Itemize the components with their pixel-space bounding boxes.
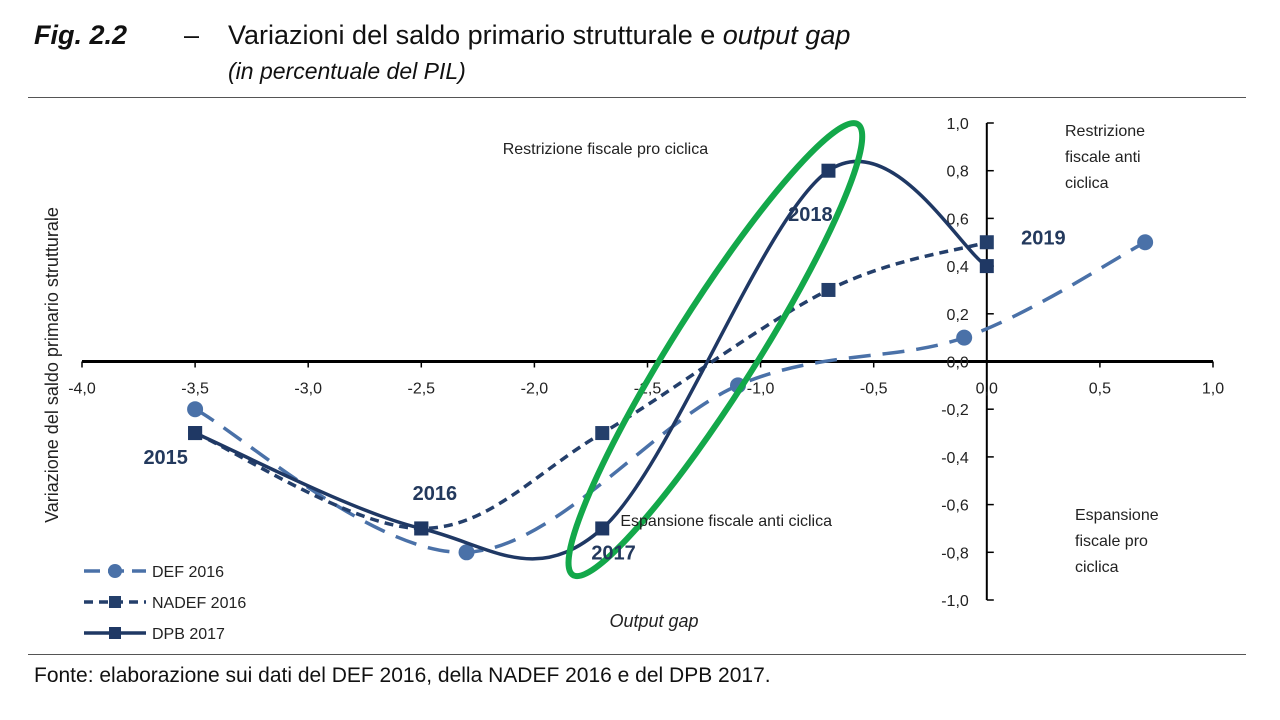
y-tick-label: 0,4 bbox=[947, 259, 969, 276]
quadrant-label-espansione: Espansione bbox=[1075, 507, 1159, 524]
x-tick-label: -2,0 bbox=[521, 381, 549, 398]
year-label-2016: 2016 bbox=[413, 483, 458, 505]
figure-title-emphasis: output gap bbox=[722, 20, 851, 50]
y-tick-label: -0,4 bbox=[941, 450, 969, 467]
x-tick-label: -3,0 bbox=[294, 381, 322, 398]
legend-label-def-2016: DEF 2016 bbox=[152, 564, 224, 581]
data-point-dpb-2017 bbox=[595, 521, 610, 536]
y-tick-label: -0,8 bbox=[941, 545, 969, 562]
bottom-rule bbox=[28, 654, 1246, 655]
data-point-dpb-2017 bbox=[979, 259, 994, 274]
figure-header: Fig. 2.2 – Variazioni del saldo primario… bbox=[34, 18, 1254, 92]
year-label-2019: 2019 bbox=[1021, 228, 1066, 250]
legend-label-dpb-2017: DPB 2017 bbox=[152, 626, 225, 643]
y-axis-title: Variazione del saldo primario struttural… bbox=[42, 207, 62, 523]
series-line-def-2016 bbox=[194, 240, 1146, 555]
y-tick-label: -0,6 bbox=[941, 498, 969, 515]
y-tick-label: 0,2 bbox=[947, 307, 969, 324]
annotation-label: Espansione fiscale anti ciclica bbox=[620, 513, 832, 530]
data-point-def-2016 bbox=[187, 401, 204, 418]
y-tick-label: 1,0 bbox=[947, 116, 969, 133]
x-tick-label: -3,5 bbox=[181, 381, 209, 398]
highlight-group bbox=[565, 120, 866, 580]
highlight-ellipse-2017-2018 bbox=[565, 120, 866, 580]
data-point-dpb-2017 bbox=[821, 163, 836, 178]
data-point-nadef-2016 bbox=[821, 282, 836, 297]
labels-group: 2015 2016 2017 2018 2019 Restrizione fiscale … bbox=[143, 123, 1158, 576]
quadrant-label-espansione: fiscale pro bbox=[1075, 533, 1148, 550]
x-tick-label: 0,0 bbox=[976, 381, 998, 398]
legend-label-nadef-2016: NADEF 2016 bbox=[152, 595, 246, 612]
y-tick-label: -1,0 bbox=[941, 593, 969, 610]
data-point-def-2016 bbox=[1137, 234, 1154, 251]
quadrant-label-restrizione: ciclica bbox=[1065, 175, 1109, 192]
annotation-label: Restrizione fiscale pro ciclica bbox=[503, 141, 709, 158]
year-label-2017: 2017 bbox=[591, 542, 636, 564]
source-note: Fonte: elaborazione sui dati del DEF 201… bbox=[34, 664, 771, 687]
data-point-def-2016 bbox=[458, 544, 475, 561]
y-tick-label: -0,2 bbox=[941, 402, 969, 419]
axes: -4,0 -3,5 -3,0 -2,5 -2,0 -1,5 -1,0 -0,5 0,0 0,5 1,… bbox=[42, 116, 1224, 631]
x-tick-label: -1,0 bbox=[747, 381, 775, 398]
year-label-2018: 2018 bbox=[788, 204, 833, 226]
year-label-2015: 2015 bbox=[143, 447, 188, 469]
quadrant-label-espansione: ciclica bbox=[1075, 559, 1119, 576]
y-tick-label: 0,8 bbox=[947, 164, 969, 181]
title-dash: – bbox=[184, 20, 200, 50]
data-point-dpb-2017 bbox=[414, 521, 429, 536]
quadrant-label-restrizione: Restrizione bbox=[1065, 123, 1145, 140]
quadrant-label-restrizione: fiscale anti bbox=[1065, 149, 1141, 166]
x-tick-label: -0,5 bbox=[860, 381, 888, 398]
x-tick-label: 1,0 bbox=[1202, 381, 1224, 398]
y-tick-label: 0,0 bbox=[947, 355, 969, 372]
x-tick-label: -4,0 bbox=[68, 381, 96, 398]
data-point-def-2016 bbox=[956, 329, 973, 346]
series-line-dpb-2017 bbox=[194, 159, 988, 561]
legend-marker-nadef-2016 bbox=[109, 596, 121, 608]
data-point-nadef-2016 bbox=[979, 235, 994, 250]
legend-marker-dpb-2017 bbox=[109, 627, 121, 639]
figure-label: Fig. 2.2 bbox=[34, 20, 128, 50]
top-rule bbox=[28, 97, 1246, 98]
y-tick-label: 0,6 bbox=[947, 211, 969, 228]
x-axis-title: Output gap bbox=[609, 611, 698, 631]
data-point-dpb-2017 bbox=[188, 426, 203, 441]
data-point-nadef-2016 bbox=[595, 426, 610, 441]
x-tick-label: -2,5 bbox=[408, 381, 436, 398]
legend-marker-def-2016 bbox=[108, 564, 122, 578]
figure-subtitle: (in percentuale del PIL) bbox=[228, 58, 466, 84]
legend: DEF 2016 NADEF 2016 DPB 2017 bbox=[84, 564, 246, 643]
x-tick-label: 0,5 bbox=[1089, 381, 1111, 398]
figure-title-main: Variazioni del saldo primario struttural… bbox=[228, 20, 723, 50]
figure-title: Variazioni del saldo primario struttural… bbox=[228, 20, 850, 51]
